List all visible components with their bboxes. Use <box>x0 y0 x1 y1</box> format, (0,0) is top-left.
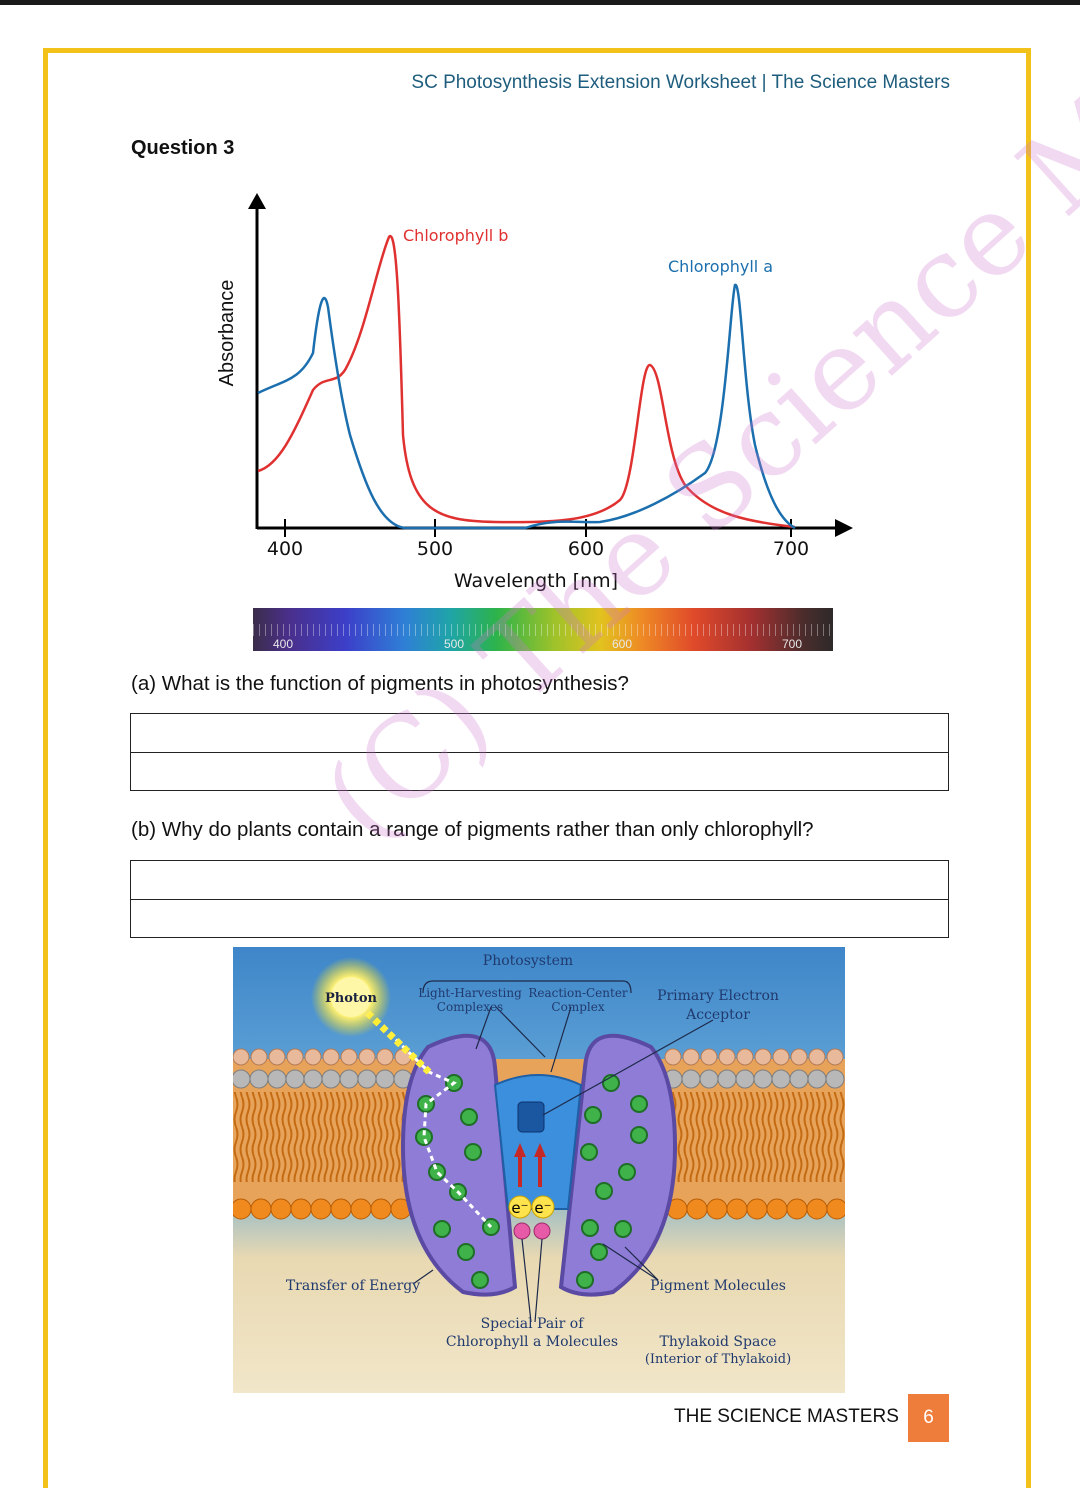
chlorophyll-b-curve <box>257 234 796 529</box>
primary-acceptor-label: Acceptor <box>685 1007 750 1023</box>
y-axis-arrow <box>248 193 266 209</box>
footer-brand: THE SCIENCE MASTERS <box>674 1406 899 1427</box>
x-tick-label: 700 <box>773 538 809 560</box>
electron-arrow-head <box>534 1143 546 1157</box>
x-axis-label: Wavelength [nm] <box>454 570 618 592</box>
primary-electron-acceptor <box>517 1101 545 1133</box>
x-tick-label: 500 <box>417 538 453 560</box>
electron-label: e⁻ <box>511 1199 528 1217</box>
leader-lines <box>412 980 714 1323</box>
reaction-center-label: Complex <box>551 1000 604 1014</box>
top-rule <box>0 0 1080 5</box>
electron-label: e⁻ <box>534 1199 551 1217</box>
special-pair-molecule <box>513 1222 531 1240</box>
light-harvesting-label: Complexes <box>437 1000 503 1014</box>
thylakoid-label: (Interior of Thylakoid) <box>645 1352 791 1367</box>
electron <box>531 1195 555 1219</box>
spectrum-ticks <box>253 624 833 636</box>
question-b: (b) Why do plants contain a range of pig… <box>131 818 814 841</box>
chlorophyll-b-label: Chlorophyll b <box>403 226 508 245</box>
pigment-label: Pigment Molecules <box>650 1278 786 1294</box>
pigment-molecules <box>415 1074 648 1289</box>
photosystem-label: Photosystem <box>483 953 573 969</box>
spectrum-label: 600 <box>612 637 633 651</box>
answer-line <box>131 899 948 900</box>
special-pair-label: Special Pair of <box>481 1316 586 1332</box>
x-tick-label: 600 <box>568 538 604 560</box>
light-harvesting-label: Light-Harvesting <box>418 986 522 1000</box>
answer-box-b[interactable] <box>130 860 949 938</box>
chlorophyll-a-label: Chlorophyll a <box>668 257 773 276</box>
thylakoid-label: Thylakoid Space <box>660 1334 777 1350</box>
y-axis-label: Absorbance <box>216 280 238 387</box>
electron-arrow-head <box>514 1143 526 1157</box>
photon-beam <box>350 996 432 1075</box>
photosystem-diagram: e⁻ e⁻ Photosystem Light-Harvesting Compl… <box>233 947 845 1393</box>
special-pair-label: Chlorophyll a Molecules <box>446 1334 618 1350</box>
spectrum-label: 500 <box>444 637 465 651</box>
chlorophyll-a-curve <box>257 283 796 530</box>
special-pair-molecule <box>533 1222 551 1240</box>
question-title: Question 3 <box>131 137 235 159</box>
visible-spectrum-bar: 400 500 600 700 <box>253 608 833 651</box>
absorbance-graph: Absorbance 400 500 600 700 Wavelength [n… <box>216 193 853 592</box>
worksheet-header: SC Photosynthesis Extension Worksheet | … <box>411 72 950 93</box>
question-a: (a) What is the function of pigments in … <box>131 672 629 695</box>
photon-label: Photon <box>325 991 378 1006</box>
electron <box>508 1195 532 1219</box>
photon <box>331 977 371 1017</box>
page-number: 6 <box>908 1394 949 1442</box>
answer-box-a[interactable] <box>130 713 949 791</box>
answer-line <box>131 752 948 753</box>
primary-acceptor-label: Primary Electron <box>657 988 779 1004</box>
transfer-label: Transfer of Energy <box>286 1278 420 1294</box>
x-tick-label: 400 <box>267 538 303 560</box>
x-axis-arrow <box>835 519 853 537</box>
reaction-center-label: Reaction-Center <box>528 986 628 1000</box>
spectrum-label: 400 <box>273 637 294 651</box>
page-frame <box>43 48 1031 1488</box>
reaction-center-complex <box>493 1074 583 1210</box>
spectrum-label: 700 <box>782 637 803 651</box>
